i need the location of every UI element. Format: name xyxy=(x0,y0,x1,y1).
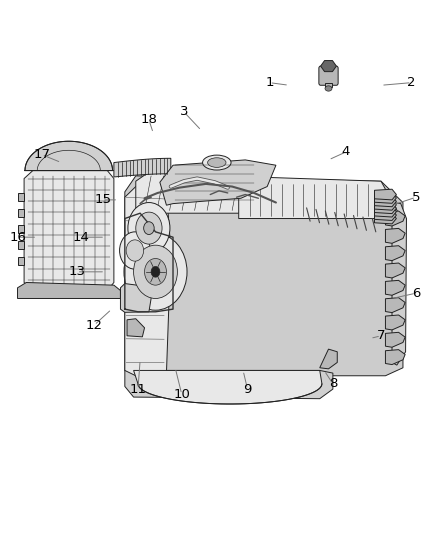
Text: 5: 5 xyxy=(412,191,420,204)
Polygon shape xyxy=(385,350,405,365)
Text: 11: 11 xyxy=(130,383,146,395)
Polygon shape xyxy=(374,192,396,203)
Polygon shape xyxy=(127,319,145,337)
Polygon shape xyxy=(385,315,405,330)
Polygon shape xyxy=(18,193,24,201)
Polygon shape xyxy=(374,210,396,221)
Circle shape xyxy=(144,222,154,235)
Ellipse shape xyxy=(325,86,332,91)
Ellipse shape xyxy=(202,155,231,170)
Circle shape xyxy=(124,233,187,310)
Polygon shape xyxy=(18,241,24,249)
Polygon shape xyxy=(374,189,396,200)
FancyBboxPatch shape xyxy=(319,66,338,85)
Text: 1: 1 xyxy=(265,76,274,89)
Polygon shape xyxy=(374,199,396,210)
Polygon shape xyxy=(374,196,396,207)
Polygon shape xyxy=(18,209,24,217)
Text: 17: 17 xyxy=(33,148,50,161)
Polygon shape xyxy=(374,206,396,217)
Text: 16: 16 xyxy=(9,231,26,244)
Text: 18: 18 xyxy=(141,114,157,126)
Polygon shape xyxy=(385,297,405,312)
Polygon shape xyxy=(239,177,399,219)
Polygon shape xyxy=(385,211,405,226)
Text: 10: 10 xyxy=(173,388,190,401)
Circle shape xyxy=(136,212,162,244)
Text: 15: 15 xyxy=(95,193,111,206)
Polygon shape xyxy=(385,263,405,278)
Polygon shape xyxy=(24,141,114,171)
Polygon shape xyxy=(114,158,171,177)
Polygon shape xyxy=(120,284,151,312)
Polygon shape xyxy=(374,203,396,214)
Text: 9: 9 xyxy=(243,383,252,395)
Polygon shape xyxy=(385,333,405,348)
Polygon shape xyxy=(325,83,332,87)
Text: 7: 7 xyxy=(377,329,385,342)
Circle shape xyxy=(126,240,144,261)
Circle shape xyxy=(134,245,177,298)
Text: 14: 14 xyxy=(73,231,89,244)
Circle shape xyxy=(145,259,166,285)
Text: 4: 4 xyxy=(342,146,350,158)
Polygon shape xyxy=(385,228,405,243)
Text: 3: 3 xyxy=(180,106,188,118)
Polygon shape xyxy=(125,187,171,376)
Polygon shape xyxy=(24,171,114,290)
Text: 8: 8 xyxy=(328,377,337,390)
Text: 12: 12 xyxy=(86,319,102,332)
Polygon shape xyxy=(18,282,120,298)
Polygon shape xyxy=(160,160,276,205)
Polygon shape xyxy=(374,213,396,224)
Polygon shape xyxy=(385,246,405,261)
Circle shape xyxy=(120,232,150,269)
Circle shape xyxy=(128,203,170,254)
Polygon shape xyxy=(321,61,336,71)
Polygon shape xyxy=(136,171,254,213)
Polygon shape xyxy=(125,176,403,376)
Ellipse shape xyxy=(208,158,226,167)
Text: 13: 13 xyxy=(68,265,85,278)
Polygon shape xyxy=(125,370,333,399)
Polygon shape xyxy=(392,203,406,365)
Polygon shape xyxy=(134,370,322,404)
Polygon shape xyxy=(320,349,337,369)
Text: 6: 6 xyxy=(412,287,420,300)
Polygon shape xyxy=(18,225,24,233)
Text: 2: 2 xyxy=(407,76,416,89)
Polygon shape xyxy=(385,280,405,295)
Polygon shape xyxy=(18,257,24,265)
Circle shape xyxy=(151,266,160,277)
